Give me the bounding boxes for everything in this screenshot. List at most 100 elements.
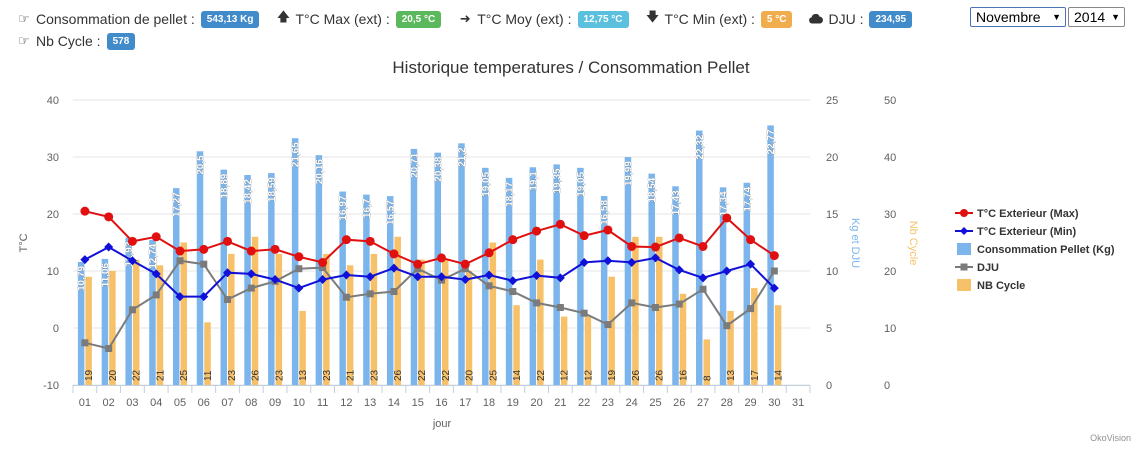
pellet-data-label: 20,38	[433, 156, 444, 181]
tmax-point	[246, 246, 256, 256]
tmin-point	[532, 271, 542, 281]
cycle-data-label: 23	[369, 369, 380, 381]
cycle-data-label: 20	[108, 369, 119, 381]
tmax-point	[437, 253, 446, 263]
arrow-up-icon: 🡅	[276, 9, 291, 24]
cycle-bar	[632, 236, 639, 385]
x-tick-label: 29	[744, 397, 756, 409]
tmin-point	[603, 256, 613, 266]
cycle-data-label: 21	[346, 369, 357, 381]
stat-pellet-badge: 543,13 Kg	[200, 10, 260, 28]
cycle-bar	[703, 339, 711, 385]
month-select-value: Novembre	[976, 9, 1041, 25]
y-tick-label: 10	[47, 266, 59, 278]
stat-tmax: 🡅 T°C Max (ext) : 20,5 °C	[275, 8, 442, 30]
tmin-point	[175, 292, 185, 302]
stat-tmoy: ➜ T°C Moy (ext) : 12,75 °C	[457, 10, 629, 28]
pellet-data-label: 18,59	[267, 177, 278, 202]
stat-tmoy-label: T°C Moy (ext) :	[477, 11, 572, 27]
x-tick-label: 28	[721, 397, 733, 409]
cycle-bar	[156, 265, 164, 385]
tmax-point	[532, 226, 542, 236]
pellet-bar	[410, 148, 418, 385]
legend-item: NB Cycle	[977, 280, 1025, 292]
y-tick-label: 20	[47, 209, 59, 221]
x-tick-label: 15	[412, 397, 424, 409]
chevron-down-icon: ▼	[1111, 12, 1121, 22]
pellet-data-label: 18,42	[243, 179, 254, 204]
chart-credits: OkoVision	[1090, 433, 1131, 443]
cycle-bar	[275, 253, 283, 385]
tmin-point	[341, 270, 351, 280]
cloud-icon	[808, 12, 824, 27]
stat-tmax-badge: 20,5 °C	[395, 10, 442, 28]
pellet-data-label: 20,71	[409, 152, 420, 177]
cycle-data-label: 22	[536, 369, 547, 381]
cycle-bar	[608, 276, 615, 385]
tmin-point	[460, 275, 470, 285]
tmax-point	[413, 259, 423, 269]
tmax-line	[84, 210, 775, 266]
x-tick-label: 02	[103, 397, 115, 409]
tmin-point	[698, 273, 708, 283]
cycle-data-label: 25	[488, 369, 499, 381]
cycle-bar	[513, 305, 520, 385]
year-select-value: 2014	[1074, 9, 1106, 25]
tmin-point	[484, 270, 494, 280]
dju-point	[152, 291, 160, 299]
month-select[interactable]: Novembre ▼	[970, 7, 1066, 27]
pellet-data-label: 19,05	[481, 171, 492, 196]
cycle-data-label: 23	[274, 369, 285, 381]
tmin-point	[223, 268, 233, 278]
pellet-data-label: 22,32	[695, 134, 706, 159]
tmax-point	[80, 206, 90, 216]
pellet-data-label: 22,77	[766, 129, 777, 154]
tmin-point	[437, 272, 446, 282]
tmin-point	[294, 283, 304, 293]
tmin-point	[127, 256, 137, 266]
pellet-data-label: 20,16	[314, 159, 325, 184]
x-tick-label: 10	[293, 397, 305, 409]
tmax-point	[341, 235, 351, 245]
arrow-right-icon: ➜	[459, 11, 471, 26]
stat-cycle-badge: 578	[106, 32, 136, 50]
y-tick-label: -10	[43, 380, 59, 392]
cycle-data-label: 8	[702, 375, 713, 381]
x-tick-label: 18	[483, 397, 495, 409]
cycle-bar	[299, 310, 306, 385]
y-tick-label: 0	[53, 323, 59, 335]
cycle-bar	[323, 253, 330, 385]
dju-point	[461, 265, 469, 273]
x-tick-label: 27	[697, 397, 709, 409]
pellet-data-label: 17,34	[719, 191, 730, 216]
dju-point	[200, 260, 208, 268]
x-tick-label: 11	[317, 397, 328, 409]
dju-point	[105, 345, 113, 353]
pellet-bar	[600, 195, 608, 385]
stat-dju-badge: 234,95	[869, 10, 913, 28]
x-tick-label: 22	[578, 397, 590, 409]
y3-tick-label: 50	[884, 95, 896, 107]
tmax-point	[318, 257, 328, 267]
pellet-bar	[743, 182, 751, 385]
y2-tick-label: 10	[826, 266, 838, 278]
cycle-data-label: 26	[251, 369, 262, 381]
tmax-point	[460, 259, 470, 269]
cycle-bar	[537, 259, 544, 385]
cycle-bar	[204, 322, 211, 385]
tmin-line	[84, 245, 776, 298]
tmin-point	[508, 276, 518, 286]
x-tick-label: 13	[364, 397, 376, 409]
year-select[interactable]: 2014 ▼	[1068, 7, 1125, 27]
tmin-point	[650, 253, 660, 263]
dju-point	[675, 300, 683, 308]
y2-tick-label: 25	[826, 95, 838, 107]
tmax-point	[579, 231, 589, 241]
dju-point	[770, 267, 778, 275]
tmin-point	[746, 259, 756, 269]
pellet-bar	[315, 155, 323, 385]
x-tick-label: 01	[79, 397, 91, 409]
legend-item: DJU	[977, 262, 999, 274]
y2-tick-label: 5	[826, 323, 832, 335]
dju-point	[295, 265, 303, 273]
